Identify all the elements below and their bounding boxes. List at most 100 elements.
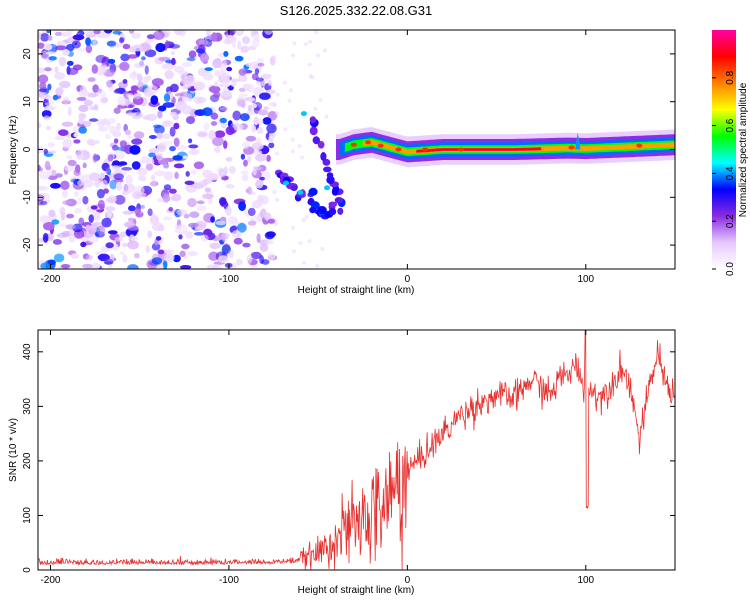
noise-blob [236, 30, 243, 37]
noise-blob [265, 89, 276, 95]
noise-blob [291, 53, 295, 58]
noise-blob [228, 30, 236, 36]
noise-blob [214, 70, 220, 77]
noise-blob [38, 122, 42, 129]
noise-blob [320, 247, 325, 251]
noise-blob [95, 54, 107, 64]
noise-blob [117, 95, 128, 106]
noise-blob [247, 220, 257, 226]
noise-blob [234, 55, 244, 62]
spectrogram-y-label: Frequency (Hz) [8, 116, 19, 185]
noise-blob [229, 37, 237, 42]
noise-blob [254, 166, 262, 171]
noise-blob [177, 70, 189, 76]
branch-blob [309, 116, 317, 124]
noise-blob [55, 45, 67, 51]
noise-blob [44, 67, 52, 72]
noise-blob [119, 61, 130, 71]
noise-blob [225, 157, 233, 162]
branch-blob [319, 209, 326, 215]
noise-blob [83, 121, 92, 127]
noise-blob [48, 209, 56, 218]
noise-blob [120, 53, 130, 62]
noise-blob [214, 146, 221, 153]
colorbar-ticks: 0.0 0.2 0.4 0.6 0.8 [712, 70, 736, 276]
noise-blob [65, 224, 76, 230]
noise-blob [153, 30, 165, 40]
noise-blob [50, 182, 61, 189]
noise-blob [181, 96, 189, 103]
noise-blob [199, 53, 210, 63]
noise-blob [173, 122, 180, 130]
noise-blob [130, 236, 138, 242]
noise-blob [169, 111, 178, 117]
noise-blob [60, 180, 70, 190]
noise-blob [133, 92, 142, 100]
noise-blob [78, 126, 87, 134]
noise-blob [259, 243, 269, 252]
noise-blob [78, 117, 85, 125]
noise-blob [180, 265, 192, 269]
noise-blob [120, 146, 130, 152]
noise-blob [255, 179, 264, 189]
noise-blob [77, 180, 85, 186]
noise-blob [175, 101, 187, 111]
noise-blob [114, 194, 126, 205]
noise-blob [47, 142, 56, 148]
noise-blob [119, 251, 125, 256]
noise-blob [113, 107, 121, 114]
noise-blob [196, 200, 205, 205]
noise-blob [157, 110, 163, 119]
noise-blob [197, 132, 207, 138]
noise-blob [124, 129, 131, 136]
noise-blob [104, 261, 113, 265]
noise-blob [242, 84, 250, 89]
noise-blob [119, 37, 124, 44]
noise-blob [161, 120, 174, 128]
branch-blob [320, 152, 327, 161]
noise-blob [121, 167, 133, 171]
noise-blob [202, 193, 214, 199]
noise-blob [188, 144, 199, 149]
noise-blob [82, 162, 87, 169]
noise-blob [148, 152, 156, 158]
colorbar-gradient [712, 30, 736, 269]
figure-title: S126.2025.332.22.08.G31 [280, 3, 433, 18]
noise-blob [164, 70, 174, 80]
noise-blob [169, 188, 177, 194]
noise-blob [225, 184, 235, 189]
noise-blob [255, 137, 262, 145]
noise-blob [182, 230, 190, 235]
noise-blob [51, 169, 57, 177]
noise-blob [147, 208, 153, 216]
snr-x-ticks: -200 -100 0 100 [40, 330, 595, 586]
noise-blob [168, 207, 173, 212]
noise-blob [38, 42, 45, 49]
noise-blob [151, 242, 161, 251]
noise-blob [308, 39, 313, 44]
noise-blob [92, 140, 101, 145]
noise-blob [176, 209, 188, 216]
noise-blob [247, 207, 256, 217]
noise-blob [39, 171, 50, 180]
noise-blob [87, 77, 96, 82]
noise-blob [156, 132, 163, 140]
noise-blob [171, 57, 176, 66]
noise-blob [185, 171, 190, 177]
noise-blob [237, 99, 246, 107]
noise-blob [200, 234, 209, 242]
noise-blob [45, 51, 56, 56]
noise-blob [188, 138, 193, 144]
y-tick-label: -20 [22, 237, 33, 252]
noise-blob [38, 185, 49, 191]
noise-blob [181, 243, 190, 250]
noise-blob [206, 264, 218, 269]
noise-blob [318, 98, 323, 103]
noise-blob [82, 195, 89, 205]
noise-blob [304, 214, 309, 219]
noise-blob [174, 229, 180, 234]
noise-blob [106, 80, 113, 88]
noise-blob [137, 167, 148, 176]
noise-blob [105, 242, 114, 249]
noise-blob [301, 217, 306, 222]
